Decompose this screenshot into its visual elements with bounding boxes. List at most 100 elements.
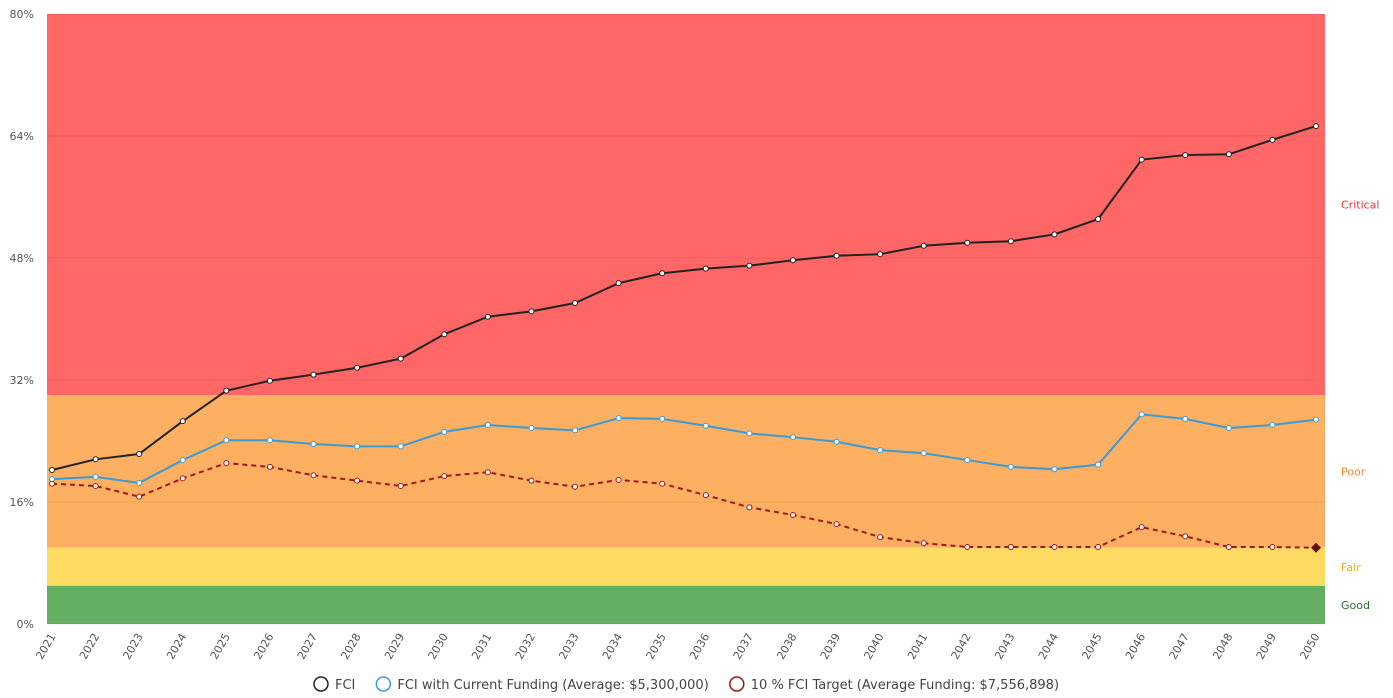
x-tick-label: 2050 bbox=[1297, 631, 1322, 662]
legend-marker bbox=[313, 676, 329, 692]
x-tick-label: 2047 bbox=[1167, 631, 1192, 662]
band-label: Fair bbox=[1341, 561, 1361, 574]
point-marker bbox=[179, 418, 186, 425]
x-tick-label: 2039 bbox=[818, 631, 843, 662]
x-tick-label: 2048 bbox=[1210, 631, 1235, 662]
y-tick-label: 80% bbox=[10, 8, 34, 21]
point-marker bbox=[964, 457, 971, 464]
y-tick-label: 48% bbox=[10, 252, 34, 265]
point-marker bbox=[310, 472, 317, 479]
point-marker bbox=[528, 308, 535, 315]
point-marker bbox=[746, 504, 753, 511]
point-marker bbox=[964, 543, 971, 550]
point-marker bbox=[1138, 156, 1145, 163]
point-marker bbox=[1138, 524, 1145, 531]
legend-label: FCI bbox=[335, 678, 355, 693]
point-marker bbox=[1051, 543, 1058, 550]
point-marker bbox=[223, 437, 230, 444]
point-marker bbox=[441, 473, 448, 480]
point-marker bbox=[615, 476, 622, 483]
legend-label: 10 % FCI Target (Average Funding: $7,556… bbox=[751, 678, 1059, 693]
point-marker bbox=[1095, 216, 1102, 223]
band bbox=[47, 14, 1325, 396]
point-marker bbox=[484, 469, 491, 476]
point-marker bbox=[92, 473, 99, 480]
x-tick-label: 2042 bbox=[949, 631, 974, 662]
point-marker bbox=[179, 475, 186, 482]
point-marker bbox=[266, 463, 273, 470]
point-marker bbox=[528, 425, 535, 432]
x-tick-label: 2034 bbox=[600, 631, 625, 662]
point-marker bbox=[789, 434, 796, 441]
point-marker bbox=[1182, 415, 1189, 422]
y-tick-label: 32% bbox=[10, 374, 34, 387]
x-tick-label: 2033 bbox=[556, 631, 581, 662]
band bbox=[47, 585, 1325, 624]
x-tick-label: 2027 bbox=[295, 631, 320, 662]
point-marker bbox=[920, 242, 927, 249]
point-marker bbox=[615, 280, 622, 287]
point-marker bbox=[702, 265, 709, 272]
x-tick-label: 2043 bbox=[992, 631, 1017, 662]
x-tick-label: 2035 bbox=[644, 631, 669, 662]
point-marker bbox=[397, 443, 404, 450]
point-marker bbox=[354, 477, 361, 484]
point-marker bbox=[1269, 136, 1276, 143]
point-marker bbox=[136, 450, 143, 457]
point-marker bbox=[702, 492, 709, 499]
band bbox=[47, 547, 1325, 586]
point-marker bbox=[1095, 543, 1102, 550]
point-marker bbox=[92, 482, 99, 489]
point-marker bbox=[528, 477, 535, 484]
series-line bbox=[51, 125, 1317, 471]
point-marker bbox=[310, 441, 317, 448]
y-tick-label: 16% bbox=[10, 496, 34, 509]
x-tick-label: 2045 bbox=[1079, 631, 1104, 662]
point-marker bbox=[1051, 231, 1058, 238]
point-marker bbox=[1182, 533, 1189, 540]
point-marker bbox=[659, 415, 666, 422]
x-tick-label: 2044 bbox=[1036, 631, 1061, 662]
point-marker bbox=[1269, 543, 1276, 550]
band-label: Good bbox=[1341, 599, 1370, 612]
point-marker bbox=[877, 251, 884, 258]
point-marker bbox=[92, 456, 99, 463]
point-marker bbox=[397, 482, 404, 489]
point-marker bbox=[920, 450, 927, 457]
point-marker bbox=[441, 428, 448, 435]
point-marker bbox=[1311, 542, 1321, 553]
point-marker bbox=[223, 460, 230, 467]
x-tick-label: 2028 bbox=[338, 631, 363, 662]
point-marker bbox=[833, 252, 840, 259]
x-tick-label: 2046 bbox=[1123, 631, 1148, 662]
point-marker bbox=[1313, 123, 1319, 130]
point-marker bbox=[572, 427, 579, 434]
point-marker bbox=[223, 387, 230, 394]
point-marker bbox=[136, 479, 143, 486]
x-tick-label: 2022 bbox=[77, 631, 102, 662]
legend: FCI FCI with Current Funding (Average: $5… bbox=[313, 676, 1059, 693]
point-marker bbox=[1007, 238, 1014, 245]
point-marker bbox=[1182, 152, 1189, 159]
point-marker bbox=[266, 377, 273, 384]
band-label: Critical bbox=[1341, 199, 1379, 212]
point-marker bbox=[1269, 421, 1276, 428]
point-marker bbox=[746, 430, 753, 437]
point-marker bbox=[746, 262, 753, 269]
x-tick-label: 2038 bbox=[774, 631, 799, 662]
y-tick-label: 0% bbox=[17, 618, 34, 631]
point-marker bbox=[266, 437, 273, 444]
point-marker bbox=[833, 521, 840, 528]
point-marker bbox=[441, 331, 448, 338]
x-tick-label: 2023 bbox=[121, 631, 146, 662]
x-tick-label: 2037 bbox=[731, 631, 756, 662]
x-tick-label: 2036 bbox=[687, 631, 712, 662]
point-marker bbox=[1007, 463, 1014, 470]
series-line bbox=[51, 462, 1317, 549]
point-marker bbox=[920, 540, 927, 547]
point-marker bbox=[964, 239, 971, 246]
point-marker bbox=[484, 313, 491, 320]
point-marker bbox=[49, 466, 55, 473]
point-marker bbox=[1095, 461, 1102, 468]
